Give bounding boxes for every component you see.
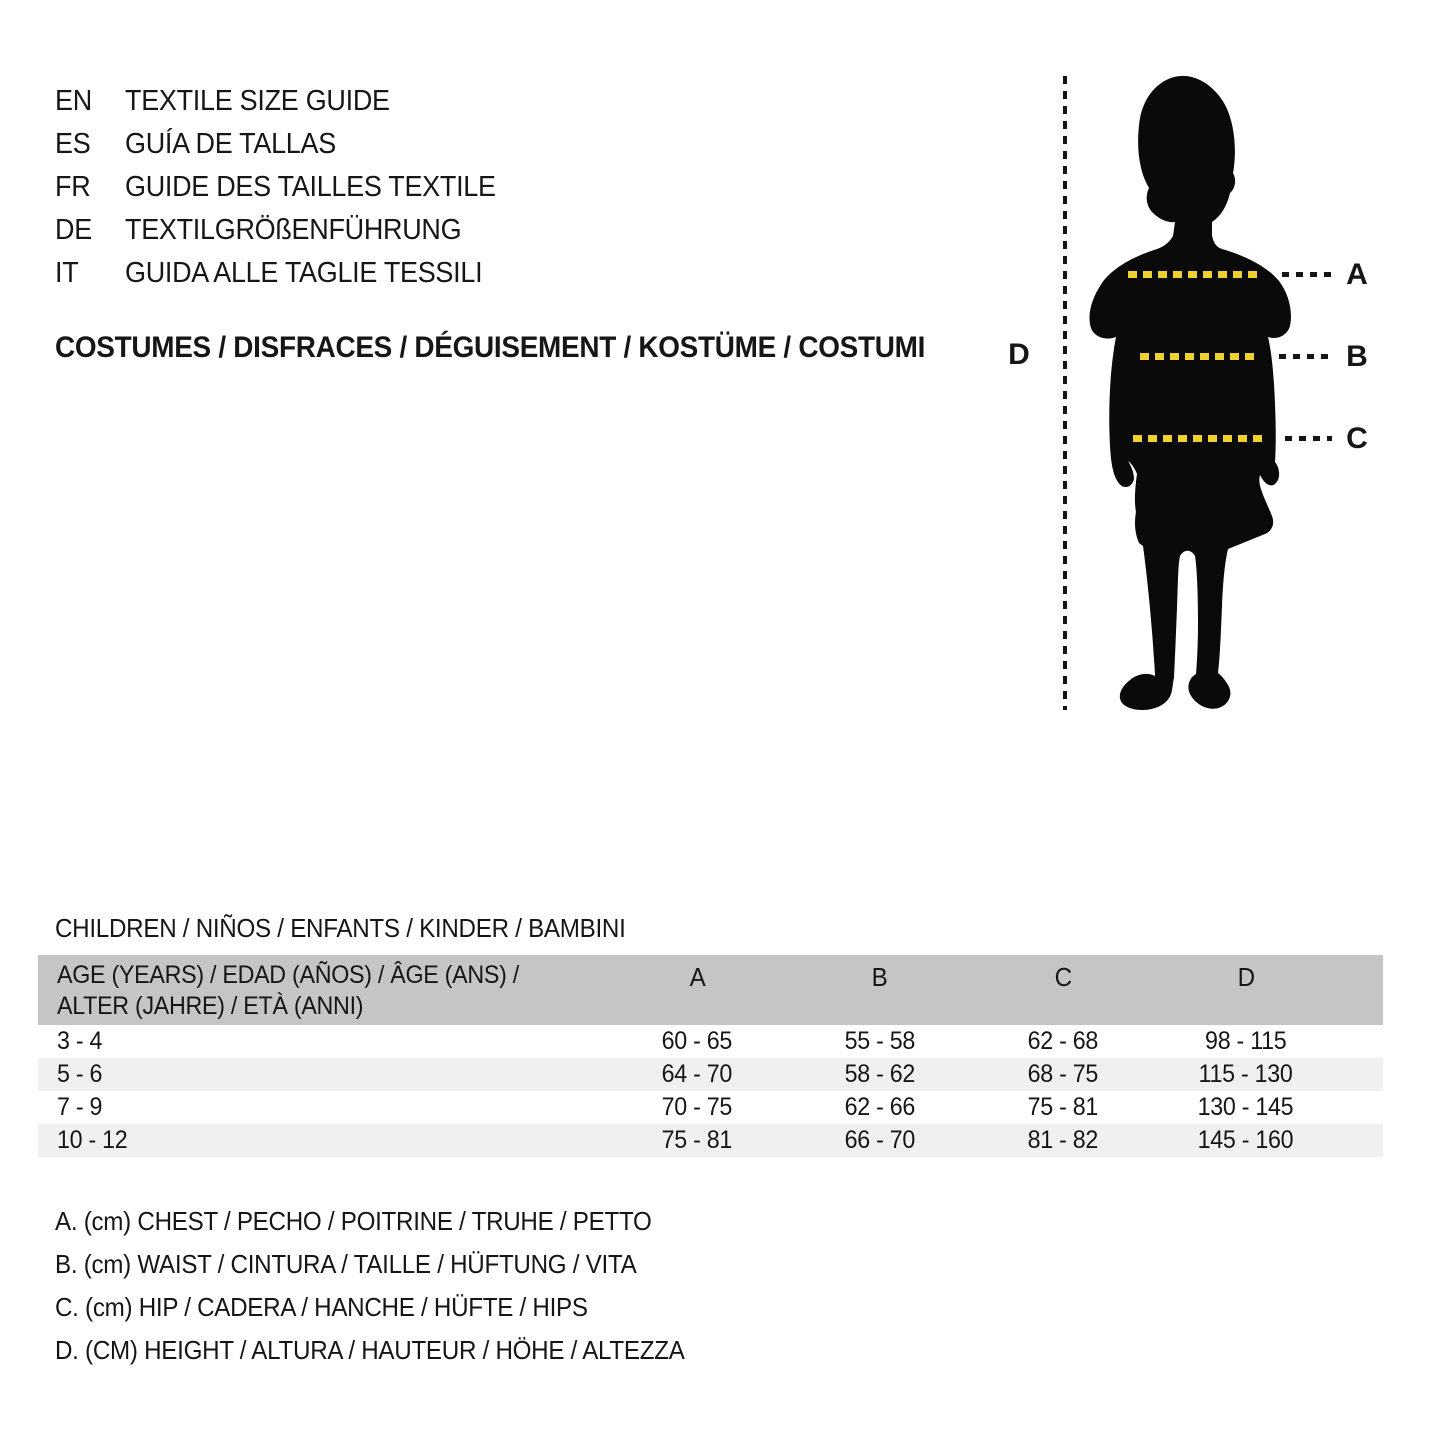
legend-line-chest: A. (cm) CHEST / PECHO / POITRINE / TRUHE… (55, 1206, 652, 1236)
language-row-en: EN TEXTILE SIZE GUIDE (55, 80, 524, 123)
height-range: 130 - 145 (1197, 1093, 1294, 1121)
table-row: 5 - 6 64 - 70 58 - 62 68 - 75 115 - 130 (38, 1058, 1383, 1091)
language-code: FR (55, 171, 91, 203)
chest-range: 70 - 75 (661, 1093, 733, 1121)
chest-range: 64 - 70 (661, 1060, 733, 1088)
height-label-d: D (1008, 338, 1030, 371)
hip-connector-line (1285, 436, 1332, 441)
waist-measure-line (1140, 353, 1260, 360)
waist-connector-line (1279, 354, 1332, 359)
chest-range: 60 - 65 (661, 1027, 733, 1055)
language-row-fr: FR GUIDE DES TAILLES TEXTILE (55, 166, 524, 209)
language-title: TEXTILGRÖßENFÜHRUNG (125, 214, 462, 246)
chest-label-a: A (1346, 258, 1368, 291)
language-code: ES (55, 128, 91, 160)
hip-range: 62 - 68 (1027, 1027, 1099, 1055)
table-header-row: AGE (YEARS) / EDAD (AÑOS) / ÂGE (ANS) / … (38, 955, 1383, 1025)
language-code: IT (55, 257, 79, 289)
chest-connector-line (1282, 272, 1332, 277)
hip-range: 81 - 82 (1027, 1126, 1099, 1154)
age-range: 10 - 12 (57, 1126, 128, 1154)
legend-line-height: D. (CM) HEIGHT / ALTURA / HAUTEUR / HÖHE… (55, 1335, 685, 1365)
legend-line-waist: B. (cm) WAIST / CINTURA / TAILLE / HÜFTU… (55, 1249, 637, 1279)
table-row: 10 - 12 75 - 81 66 - 70 81 - 82 145 - 16… (38, 1124, 1383, 1157)
column-header-c: C (1054, 962, 1072, 992)
language-title: GUÍA DE TALLAS (125, 128, 336, 160)
waist-label-b: B (1346, 340, 1368, 373)
language-title-list: EN TEXTILE SIZE GUIDE ES GUÍA DE TALLAS … (55, 80, 524, 295)
age-range: 7 - 9 (57, 1093, 103, 1121)
waist-range: 62 - 66 (844, 1093, 916, 1121)
language-code: EN (55, 85, 92, 117)
chest-measure-line (1128, 271, 1260, 278)
measurement-legend: A. (cm) CHEST / PECHO / POITRINE / TRUHE… (55, 1200, 732, 1372)
hip-measure-line (1133, 435, 1263, 442)
category-title: COSTUMES / DISFRACES / DÉGUISEMENT / KOS… (55, 331, 926, 364)
table-section-title: CHILDREN / NIÑOS / ENFANTS / KINDER / BA… (55, 913, 626, 943)
waist-range: 58 - 62 (844, 1060, 916, 1088)
chest-range: 75 - 81 (661, 1126, 733, 1154)
column-header-b: B (872, 962, 888, 992)
children-size-table: AGE (YEARS) / EDAD (AÑOS) / ÂGE (ANS) / … (38, 955, 1383, 1157)
language-code: DE (55, 214, 92, 246)
age-column-header: AGE (YEARS) / EDAD (AÑOS) / ÂGE (ANS) / … (57, 961, 519, 1020)
language-title: TEXTILE SIZE GUIDE (125, 85, 390, 117)
hip-label-c: C (1346, 422, 1368, 455)
height-measure-dotted-line (1063, 76, 1067, 710)
height-range: 145 - 160 (1197, 1126, 1294, 1154)
child-silhouette (1089, 75, 1291, 711)
language-title: GUIDA ALLE TAGLIE TESSILI (125, 257, 483, 289)
hip-range: 75 - 81 (1027, 1093, 1099, 1121)
age-range: 5 - 6 (57, 1060, 103, 1088)
column-header-a: A (689, 962, 705, 992)
column-header-d: D (1237, 962, 1255, 992)
waist-range: 55 - 58 (844, 1027, 916, 1055)
language-row-es: ES GUÍA DE TALLAS (55, 123, 524, 166)
legend-line-hip: C. (cm) HIP / CADERA / HANCHE / HÜFTE / … (55, 1292, 588, 1322)
language-row-de: DE TEXTILGRÖßENFÜHRUNG (55, 209, 524, 252)
age-range: 3 - 4 (57, 1027, 103, 1055)
language-title: GUIDE DES TAILLES TEXTILE (125, 171, 496, 203)
table-row: 7 - 9 70 - 75 62 - 66 75 - 81 130 - 145 (38, 1091, 1383, 1124)
height-range: 115 - 130 (1198, 1060, 1293, 1088)
table-row: 3 - 4 60 - 65 55 - 58 62 - 68 98 - 115 (38, 1025, 1383, 1058)
waist-range: 66 - 70 (844, 1126, 916, 1154)
language-row-it: IT GUIDA ALLE TAGLIE TESSILI (55, 252, 524, 295)
hip-range: 68 - 75 (1027, 1060, 1099, 1088)
height-range: 98 - 115 (1205, 1027, 1287, 1055)
